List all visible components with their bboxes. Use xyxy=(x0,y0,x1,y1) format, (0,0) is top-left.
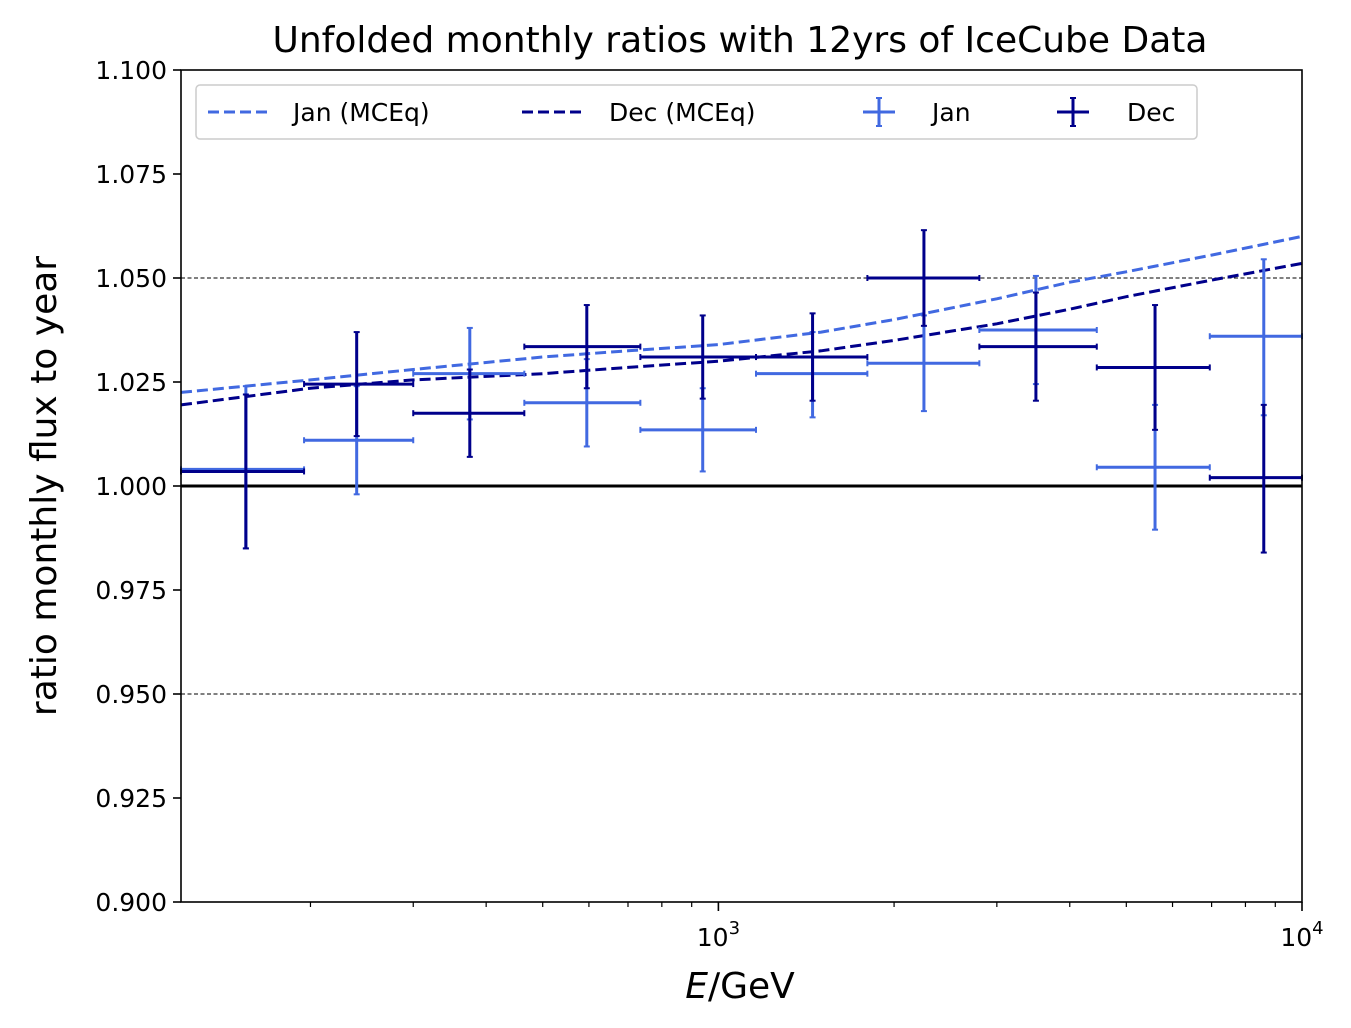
reference-lines xyxy=(181,277,1302,695)
y-axis-ticks: 0.900 0.925 0.950 0.975 1.000 1.025 1.050 1.075… xyxy=(95,56,181,917)
y-tick-label: 1.000 xyxy=(95,472,167,501)
data-point xyxy=(523,304,642,390)
data-series xyxy=(180,229,1303,554)
x-axis-label-unit: /GeV xyxy=(708,966,795,1007)
data-point xyxy=(412,368,526,458)
x-tick-label-base: 10 xyxy=(697,923,729,952)
data-point xyxy=(978,291,1098,402)
legend-label: Dec (MCEq) xyxy=(609,98,756,127)
data-point xyxy=(866,229,981,327)
model-curves xyxy=(180,234,1303,407)
curve-dec-mceq xyxy=(180,261,1303,407)
legend-label: Jan xyxy=(930,98,971,127)
legend-label: Dec xyxy=(1127,98,1175,127)
legend-entry-jan: Jan xyxy=(863,97,971,127)
legend-frame xyxy=(195,84,1198,140)
curve-jan-mceq xyxy=(180,234,1303,394)
legend: Jan (MCEq) Dec (MCEq) Jan Dec xyxy=(195,84,1198,140)
x-axis-label: E/GeV xyxy=(685,966,795,1007)
y-tick-label: 1.050 xyxy=(95,264,167,293)
x-tick-label-exponent: 4 xyxy=(1312,918,1323,939)
series-dec xyxy=(180,229,1303,554)
data-point xyxy=(303,331,415,438)
legend-label: Jan (MCEq) xyxy=(291,98,430,127)
data-point xyxy=(1208,403,1303,554)
y-tick-label: 0.900 xyxy=(95,888,167,917)
y-tick-label: 0.925 xyxy=(95,784,167,813)
y-tick-label: 1.100 xyxy=(95,56,167,85)
x-tick-label-exponent: 3 xyxy=(729,918,740,939)
chart-title: Unfolded monthly ratios with 12yrs of Ic… xyxy=(273,20,1208,61)
y-tick-label: 0.975 xyxy=(95,576,167,605)
y-axis-label: ratio monthly flux to year xyxy=(24,256,65,716)
y-tick-label: 1.025 xyxy=(95,368,167,397)
x-tick-label: 104 xyxy=(1280,918,1323,952)
data-point xyxy=(755,312,869,402)
legend-entry-dec: Dec xyxy=(1057,97,1175,127)
y-tick-label: 1.075 xyxy=(95,160,167,189)
x-axis-label-variable: E xyxy=(685,966,708,1007)
x-tick-label: 103 xyxy=(697,918,740,952)
x-axis-ticks: 103 104 xyxy=(309,902,1324,952)
data-point xyxy=(639,387,758,473)
legend-entry-dec-mceq: Dec (MCEq) xyxy=(522,98,756,127)
data-point xyxy=(1095,304,1211,431)
y-tick-label: 0.950 xyxy=(95,680,167,709)
data-point xyxy=(639,314,758,400)
legend-entry-jan-mceq: Jan (MCEq) xyxy=(208,98,430,127)
x-tick-label-base: 10 xyxy=(1280,923,1312,952)
